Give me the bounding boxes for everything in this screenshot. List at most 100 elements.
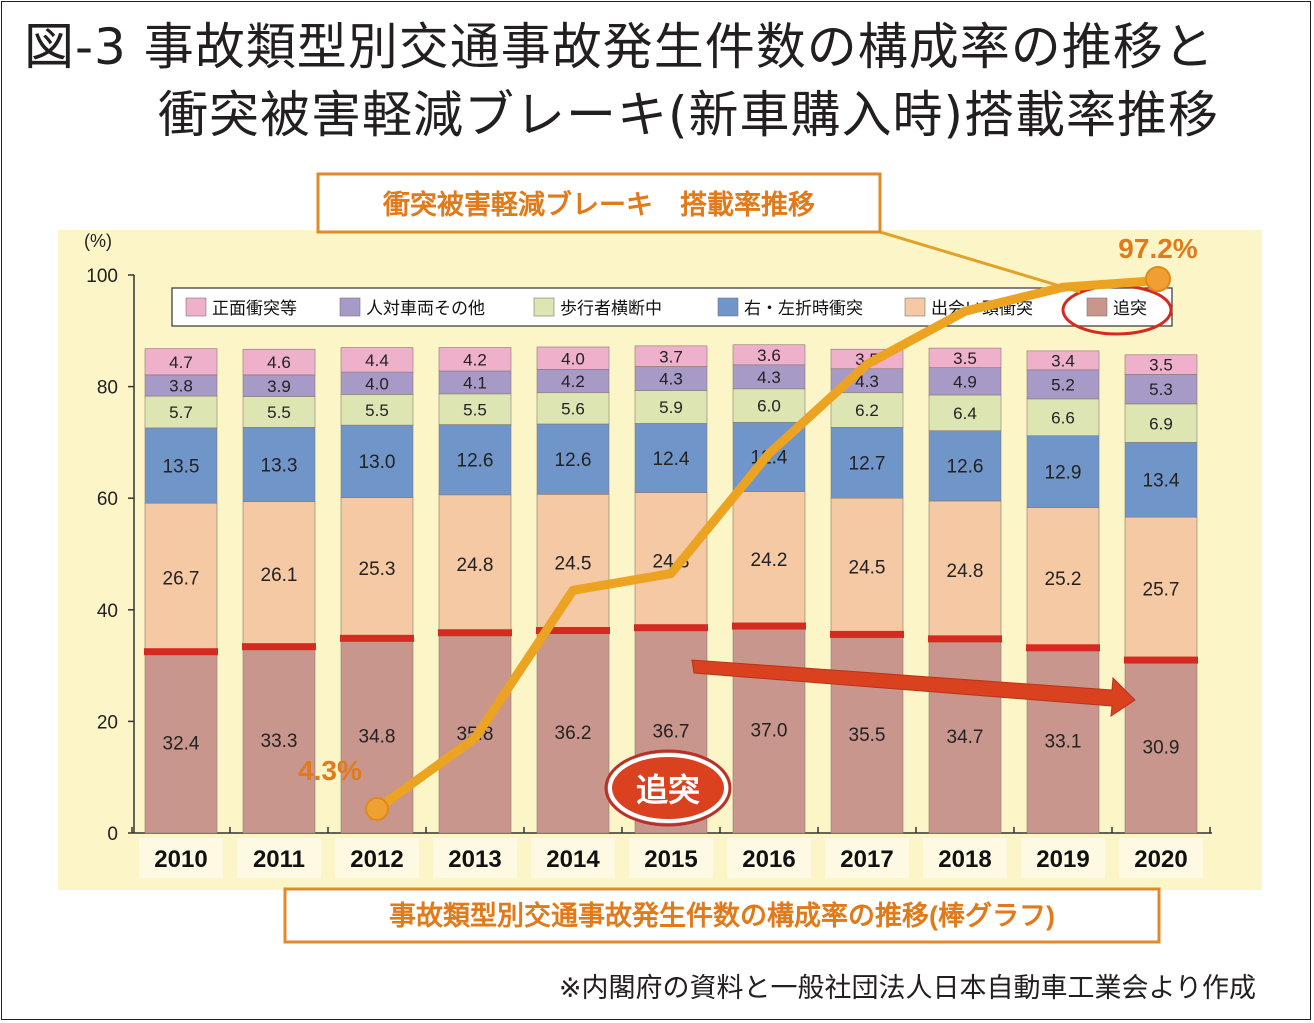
- data-label: 4.0: [561, 349, 585, 368]
- bar-group-2011: 33.3 26.1 13.3 5.5 3.9 4.6 2011: [237, 348, 321, 878]
- data-label: 36.7: [653, 721, 690, 742]
- data-label: 3.7: [659, 347, 683, 366]
- bar-segment: [536, 392, 610, 425]
- rear-end-marker: [928, 635, 1002, 643]
- bar-title-box-frame: [283, 887, 1161, 944]
- y-unit-label: (%): [84, 231, 112, 251]
- data-label: 12.6: [555, 450, 592, 471]
- x-tick-label: 2016: [742, 846, 795, 873]
- bar-segment: [830, 634, 904, 834]
- data-label: 5.5: [463, 400, 487, 419]
- x-label-bg: [335, 838, 419, 878]
- data-label: 4.6: [267, 353, 291, 372]
- x-tick-label: 2019: [1036, 846, 1089, 873]
- data-label: 24.5: [849, 557, 886, 578]
- bar-segment: [634, 492, 708, 629]
- bar-segment: [144, 395, 218, 429]
- bar-segment: [144, 427, 218, 504]
- bar-segment: [928, 394, 1002, 431]
- y-tick-label: 80: [97, 378, 118, 399]
- source-note: ※内閣府の資料と一般社団法人日本自動車工業会より作成: [558, 973, 1256, 1004]
- rear-end-marker: [340, 634, 414, 642]
- x-tick-label: 2020: [1134, 846, 1187, 873]
- bar-segment: [732, 344, 806, 366]
- data-label: 13.5: [163, 456, 200, 477]
- bar-group-2014: 36.2 24.5 12.6 5.6 4.2 4.0 2014: [531, 346, 615, 878]
- data-label: 12.9: [1045, 463, 1082, 484]
- data-label: 4.4: [365, 351, 389, 370]
- bar-segment: [1124, 403, 1198, 443]
- legend-swatch: [533, 297, 555, 317]
- data-label: 33.3: [261, 731, 298, 752]
- brake-line-start-marker: [365, 797, 389, 822]
- data-label: 4.3: [855, 372, 879, 391]
- data-label: 4.3: [757, 368, 781, 387]
- y-tick-label: 20: [97, 712, 118, 733]
- data-label: 3.9: [267, 377, 291, 396]
- x-tick-label: 2013: [448, 846, 501, 873]
- x-label-bg: [1021, 838, 1105, 878]
- x-tick-label: 2014: [546, 846, 600, 873]
- x-label-bg: [237, 838, 321, 878]
- y-tick-label: 0: [107, 824, 118, 845]
- data-label: 3.5: [1149, 356, 1173, 375]
- rear-end-callout-ring: [604, 749, 732, 827]
- rear-end-marker: [144, 648, 218, 656]
- x-tick-label: 2011: [253, 846, 305, 873]
- bar-title-box-label: 事故類型別交通事故発生件数の構成率の推移(棒グラフ): [389, 900, 1055, 931]
- figure-title-line1: 図-3 事故類型別交通事故発生件数の構成率の推移と: [24, 18, 1215, 76]
- rear-end-marker: [1026, 644, 1100, 652]
- data-label: 13.4: [1143, 471, 1180, 492]
- data-label: 4.0: [365, 374, 389, 393]
- data-label: 24.5: [555, 553, 592, 574]
- rear-end-marker: [1124, 656, 1198, 664]
- bar-segment: [928, 347, 1002, 368]
- data-label: 34.7: [947, 727, 984, 748]
- bar-segment: [144, 651, 218, 834]
- rear-end-marker: [438, 629, 512, 637]
- bar-segment: [536, 423, 610, 495]
- legend-label: 右・左折時衝突: [744, 299, 863, 318]
- rear-end-marker: [830, 630, 904, 638]
- bar-segment: [242, 501, 316, 648]
- bar-segment: [1026, 369, 1100, 400]
- x-label-bg: [139, 838, 223, 878]
- data-label: 35.5: [849, 725, 886, 746]
- data-label: 24.8: [947, 561, 984, 582]
- data-label: 12.4: [653, 449, 690, 470]
- bar-segment: [928, 500, 1002, 640]
- x-label-bg: [825, 838, 909, 878]
- data-label: 5.5: [365, 401, 389, 420]
- data-label: 6.2: [855, 401, 879, 420]
- data-label: 13.3: [261, 455, 298, 476]
- line-title-box-frame: [316, 172, 882, 234]
- legend-swatch: [1086, 297, 1108, 317]
- figure-title-line2: 衝突被害軽減ブレーキ(新車購入時)搭載率推移: [158, 86, 1220, 144]
- bar-segment: [242, 396, 316, 428]
- legend-box: [171, 287, 1173, 327]
- data-label: 36.2: [555, 723, 592, 744]
- bar-segment: [1124, 442, 1198, 518]
- bar-group-2018: 34.7 24.8 12.6 6.4 4.9 3.5 2018: [923, 347, 1007, 878]
- x-label-bg: [1119, 838, 1203, 878]
- x-tick-label: 2010: [154, 846, 207, 873]
- x-label-bg: [433, 838, 517, 878]
- data-label: 25.7: [1143, 580, 1180, 601]
- x-label-bg: [923, 838, 1007, 878]
- bar-segment: [536, 346, 610, 370]
- data-label: 24.2: [751, 550, 788, 571]
- bar-segment: [1124, 660, 1198, 834]
- bar-segment: [340, 394, 414, 426]
- bar-segment: [928, 639, 1002, 834]
- bar-segment: [1026, 398, 1100, 437]
- bar-segment: [242, 646, 316, 834]
- y-tick-label: 100: [86, 266, 118, 287]
- bar-segment: [340, 497, 414, 640]
- data-label: 32.4: [163, 733, 200, 754]
- data-label: 26.1: [261, 565, 298, 586]
- bar-segment: [830, 497, 904, 636]
- bar-segment: [438, 494, 512, 634]
- legend-swatch: [717, 297, 739, 317]
